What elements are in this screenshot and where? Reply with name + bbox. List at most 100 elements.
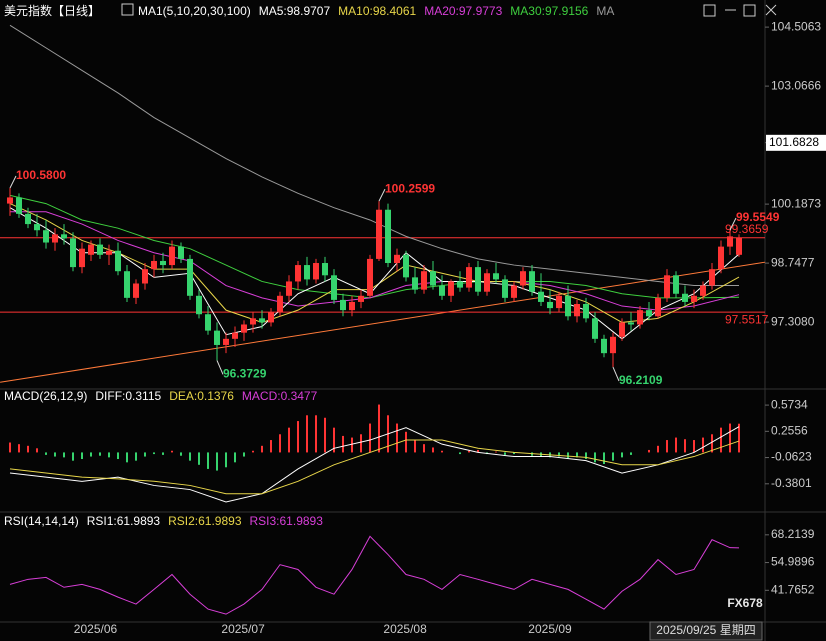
candle-body (250, 318, 256, 325)
ma-line (9, 24, 739, 287)
candle-body (160, 260, 166, 266)
x-tick-label: 2025/06 (74, 622, 118, 636)
candle-body (7, 197, 13, 204)
icon-button[interactable] (703, 4, 716, 17)
crosshair-price: 101.6828 (769, 135, 819, 149)
candle-body (493, 273, 499, 280)
legend-item: MACD(26,12,9) (4, 389, 87, 403)
icon-button[interactable] (121, 3, 134, 16)
candle-body (457, 281, 463, 288)
legend-item: MA5:98.9707 (259, 4, 331, 18)
candle-body (97, 244, 103, 255)
candle-body (79, 248, 85, 268)
icon-button[interactable] (765, 4, 777, 16)
annotation-leader (216, 360, 224, 375)
cursor-date: 2025/09/25 星期四 (656, 623, 755, 637)
candle-body (466, 267, 472, 288)
y-tick-label: 54.9896 (771, 555, 815, 569)
y-tick-label: 104.5063 (771, 19, 821, 33)
candle-body (133, 283, 139, 298)
y-tick-label: -0.0623 (771, 450, 812, 464)
candle-body (340, 299, 346, 311)
candle-body (610, 336, 616, 354)
legend-item: DEA:0.1376 (169, 389, 234, 403)
candle-body (691, 295, 697, 302)
y-tick-label: -0.3801 (771, 476, 812, 490)
trendline (0, 261, 766, 383)
candle-body (385, 209, 391, 264)
candle-body (277, 295, 283, 313)
legend-item: MACD:0.3477 (242, 389, 318, 403)
legend-item: MA30:97.9156 (510, 4, 588, 18)
toolbar (121, 3, 777, 17)
candle-body (178, 246, 184, 259)
candle-body (187, 258, 193, 296)
candle-body (646, 310, 652, 317)
candle-body (367, 258, 373, 296)
candle-body (304, 265, 310, 280)
candle-body (556, 295, 562, 309)
annotation-label: 96.3729 (223, 367, 267, 381)
legend-item: MA (596, 4, 614, 18)
candle-body (376, 209, 382, 259)
candle-body (16, 197, 22, 214)
candle-body (259, 318, 265, 323)
candle-body (673, 275, 679, 294)
candle-body (223, 338, 229, 345)
candle-body (394, 254, 400, 264)
legend-item: MA20:97.9773 (424, 4, 502, 18)
y-tick-label: 0.5734 (771, 397, 808, 411)
candle-body (619, 322, 625, 337)
candle-body (547, 301, 553, 309)
candle-body (682, 293, 688, 302)
annotation-label: 99.5549 (736, 210, 780, 224)
candle-body (52, 234, 58, 243)
candle-body (115, 250, 121, 272)
macd-line (9, 439, 740, 495)
candle-body (592, 318, 598, 339)
candle-body (313, 263, 319, 280)
candle-body (295, 265, 301, 282)
annotation-leader (729, 217, 737, 231)
annotation-leader (9, 175, 17, 189)
legend-item: RSI1:61.9893 (87, 514, 161, 528)
y-tick-label: 41.7652 (771, 582, 815, 596)
candle-body (322, 263, 328, 276)
candle-body (475, 267, 481, 292)
ma-line (9, 207, 740, 340)
annotation-leader (612, 366, 620, 382)
y-tick-label: 0.2556 (771, 423, 808, 437)
candle-body (655, 297, 661, 317)
candle-body (439, 285, 445, 296)
date-box (649, 621, 763, 641)
candle-body (43, 230, 49, 243)
candle-body (511, 285, 517, 298)
candle-body (718, 246, 724, 270)
candle-body (61, 234, 67, 239)
candle-body (205, 314, 211, 331)
candle-body (151, 260, 157, 270)
candle-body (106, 250, 112, 255)
candle-body (358, 295, 364, 302)
watermark: FX678 (727, 596, 763, 610)
price-box (766, 134, 826, 151)
candle-body (637, 310, 643, 325)
icon-button[interactable] (743, 4, 756, 17)
candle-body (421, 271, 427, 290)
y-tick-label: 100.1873 (771, 196, 821, 210)
rsi-line (9, 535, 740, 615)
y-tick-label: 103.0666 (771, 78, 821, 92)
candle-body (142, 269, 148, 284)
legend-item: DIFF:0.3115 (95, 389, 161, 403)
candle-body (484, 273, 490, 292)
candle-body (601, 338, 607, 354)
candle-body (520, 271, 526, 286)
candle-body (403, 254, 409, 278)
x-tick-label: 2025/09 (528, 622, 572, 636)
candle-body (736, 237, 742, 255)
annotation-leader (378, 188, 386, 202)
candle-body (349, 301, 355, 311)
candle-body (430, 271, 436, 286)
y-tick-label: 68.2139 (771, 527, 815, 541)
